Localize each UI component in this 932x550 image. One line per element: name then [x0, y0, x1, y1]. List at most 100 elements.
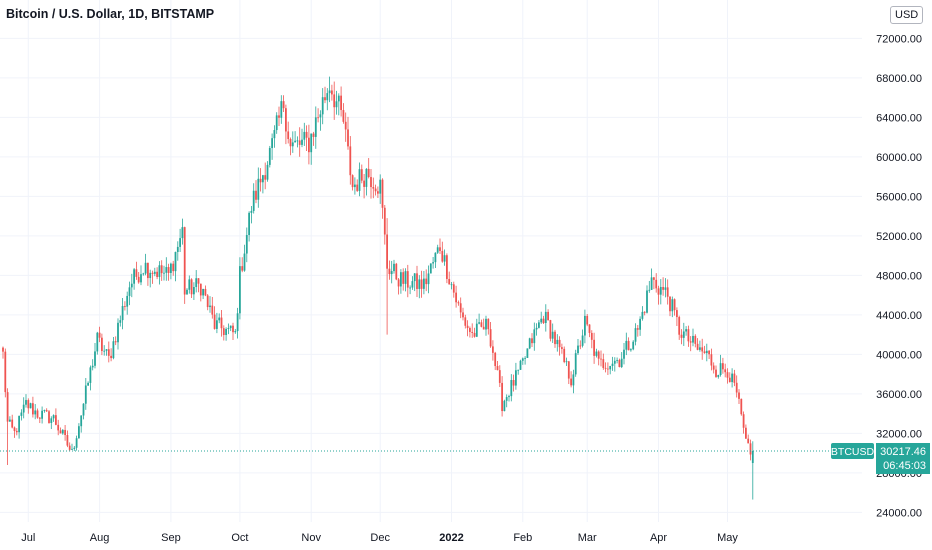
candle-body [664, 287, 667, 290]
candle-body [538, 322, 540, 328]
candle-body [209, 305, 211, 308]
candle-body [193, 286, 195, 295]
candle-body [609, 365, 612, 370]
price-badge [876, 443, 930, 475]
candle-body [183, 227, 186, 295]
candle-body [255, 190, 257, 200]
candle-body [439, 247, 441, 251]
candle-body [354, 184, 356, 188]
candle-body [124, 306, 126, 307]
time-tick-label: Mar [578, 532, 597, 544]
time-tick-label: Sep [161, 532, 181, 544]
candle-body [126, 295, 129, 307]
candle-body [365, 168, 368, 187]
candle-body [662, 286, 664, 290]
candle-body [572, 374, 575, 386]
candle-body [745, 427, 747, 439]
candle-body [344, 121, 347, 130]
candle-body [206, 295, 209, 308]
candle-body [110, 355, 112, 359]
candle-body [107, 349, 110, 356]
candle-body [535, 327, 538, 330]
candle-body [492, 346, 494, 353]
candle-body [625, 340, 628, 350]
candle-body [710, 354, 713, 366]
candle-body [374, 188, 377, 192]
candle-body [517, 369, 520, 371]
candle-body [462, 312, 464, 318]
last-price-labels: BTCUSD 30217.46 06:45:03 [831, 443, 930, 475]
candle-body [623, 349, 625, 359]
candle-body [728, 377, 731, 383]
time-axis[interactable]: Jul Aug Sep Oct Nov Dec 2022 Feb Mar Apr May [21, 532, 738, 544]
candle-body [588, 324, 591, 333]
candle-body [188, 279, 191, 290]
candle-body [6, 392, 9, 422]
candle-body [482, 326, 485, 330]
candle-body [498, 370, 501, 383]
candle-body [363, 180, 365, 187]
candle-body [425, 278, 428, 285]
candle-body [735, 382, 738, 393]
candle-body [73, 447, 76, 449]
candle-body [170, 263, 172, 273]
candle-body [409, 287, 411, 289]
candle-body [271, 138, 273, 149]
candle-body [34, 410, 37, 415]
candle-body [121, 306, 124, 321]
candle-body [558, 339, 561, 348]
candle-body [699, 347, 701, 350]
candle-body [262, 175, 264, 183]
candle-body [317, 117, 319, 119]
currency-button[interactable]: USD [890, 6, 924, 24]
symbol-label: BTCUSD [831, 446, 875, 458]
candle-body [266, 164, 269, 180]
candle-body [471, 331, 474, 333]
candle-body [590, 332, 593, 340]
candle-body [333, 94, 336, 108]
candle-body [264, 175, 267, 180]
candle-body [20, 412, 23, 416]
candle-body [225, 328, 227, 336]
candle-body [528, 338, 531, 349]
candle-body [724, 369, 727, 373]
candle-body [94, 351, 96, 366]
candle-body [229, 325, 232, 329]
candle-body [236, 313, 239, 332]
candle-body [636, 328, 639, 330]
candle-body [397, 279, 400, 287]
candle-body [186, 289, 188, 295]
candle-body [581, 335, 584, 346]
candle-body [604, 367, 607, 369]
candle-body [222, 328, 225, 336]
candle-body [648, 289, 651, 291]
candle-body [521, 358, 524, 361]
candle-body [377, 191, 379, 194]
candle-body [427, 273, 430, 285]
candle-body [151, 272, 154, 274]
candle-body [388, 268, 391, 275]
price-tick-label: 64000.00 [876, 112, 922, 124]
candle-body [103, 350, 106, 352]
candle-body [446, 255, 448, 279]
candle-body [533, 329, 536, 344]
candle-body [61, 429, 64, 434]
candle-body [478, 322, 480, 324]
time-tick-label: May [717, 532, 738, 544]
candle-body [172, 263, 175, 272]
candle-body [298, 140, 301, 145]
symbol-badge [831, 443, 874, 460]
candle-body [657, 288, 660, 295]
candle-body [167, 267, 170, 273]
price-tick-label: 32000.00 [876, 428, 922, 440]
candle-body [613, 360, 616, 364]
price-tick-label: 44000.00 [876, 310, 922, 322]
candle-body [383, 207, 386, 235]
candle-body [390, 271, 393, 275]
candle-body [457, 302, 460, 304]
candle-body [84, 385, 87, 404]
candle-body [66, 435, 69, 446]
candle-body [147, 262, 149, 279]
candle-body [676, 310, 678, 318]
